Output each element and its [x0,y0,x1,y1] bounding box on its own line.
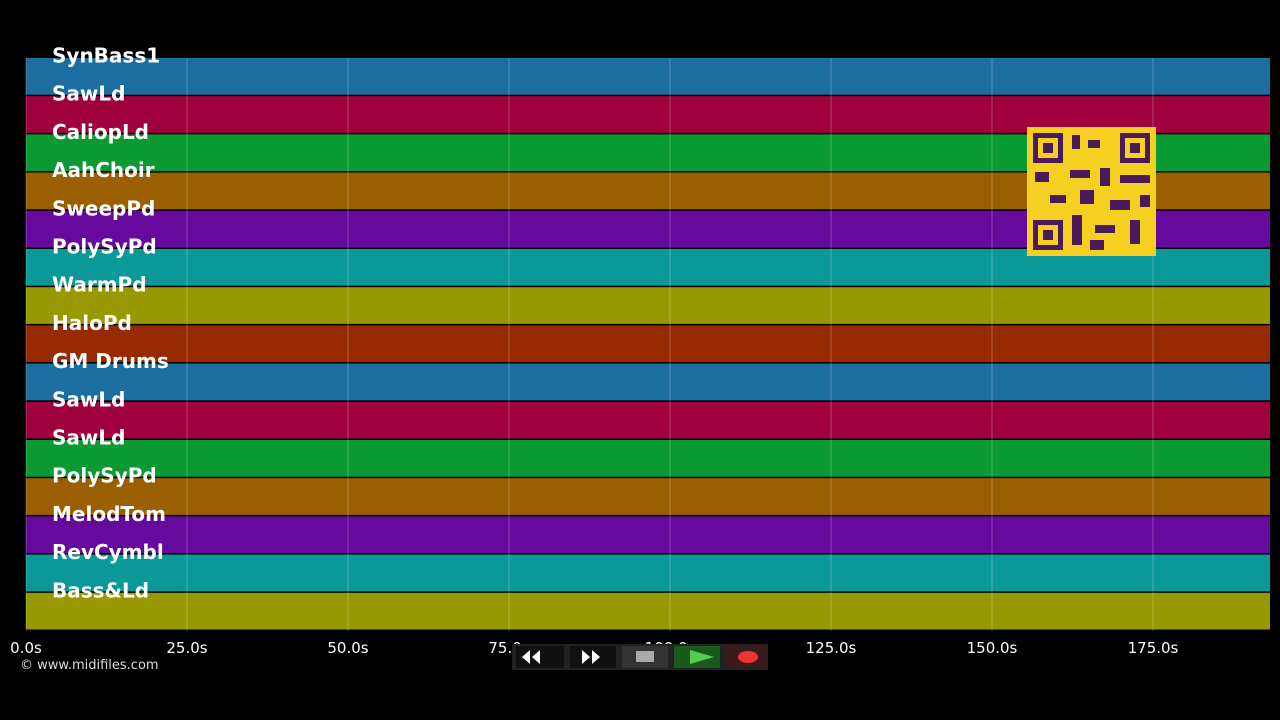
time-label: 150.0s [967,639,1018,657]
qr-code [1027,127,1156,256]
play-button[interactable] [674,646,720,668]
record-button[interactable] [726,646,768,668]
track-row [26,554,1270,592]
track-row [26,287,1270,324]
track-name: PolySyPd [52,464,157,488]
time-label: 25.0s [166,639,207,657]
track-row [26,516,1270,554]
track-row [26,478,1270,515]
track-row [26,325,1270,363]
track-row [26,58,1270,95]
track-name: AahChoir [52,158,155,182]
time-label: 125.0s [806,639,857,657]
track-name: Bass&Ld [52,578,149,602]
track-row [26,592,1270,630]
track-name: SawLd [52,426,125,450]
track-name: RevCymbl [52,540,164,564]
track-name: SawLd [52,387,125,411]
track-labels: SynBass1 SawLd CaliopLd AahChoir SweepPd Poly… [52,44,169,603]
track-row [26,440,1270,477]
transport-controls [512,644,768,670]
time-label: 175.0s [1128,639,1179,657]
track-name: PolySyPd [52,235,157,259]
time-label: 0.0s [10,639,42,657]
track-name: SawLd [52,82,125,106]
copyright: © www.midifiles.com [20,658,159,673]
track-name: CaliopLd [52,120,149,144]
stop-button[interactable] [622,646,668,668]
track-name: HaloPd [52,311,132,335]
rewind-button[interactable] [516,646,564,668]
track-row [26,96,1270,133]
track-row [26,363,1270,401]
fast-forward-button[interactable] [570,646,616,668]
track-name: SweepPd [52,196,155,220]
track-name: SynBass1 [52,44,160,68]
track-name: MelodTom [52,502,166,526]
time-label: 50.0s [327,639,368,657]
track-name: WarmPd [52,273,147,297]
track-row [26,401,1270,439]
track-name: GM Drums [52,349,169,373]
